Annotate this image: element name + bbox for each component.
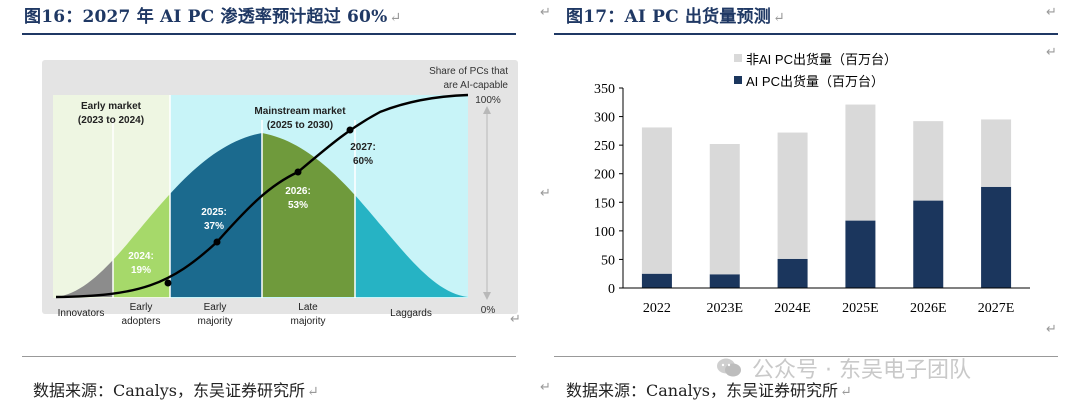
early-majority-label-1: Early	[204, 302, 227, 313]
point-2026	[294, 168, 302, 176]
legend-label: AI PC出货量（百万台）	[746, 74, 884, 89]
left-top-rule	[22, 33, 516, 35]
watermark-text: 公众号 · 东吴电子团队	[752, 358, 971, 383]
bar-non-ai-pc	[981, 119, 1012, 187]
y-tick-label: 0	[608, 282, 615, 297]
ai-pc-shipments-chart: 非AI PC出货量（百万台） AI PC出货量（百万台） 0 50 100 150 200…	[594, 52, 1030, 316]
mainstream-market-label: Mainstream market	[254, 106, 346, 117]
legend-swatch	[734, 54, 742, 62]
innovators-label: Innovators	[58, 308, 105, 319]
return-mark: ↵	[772, 10, 785, 26]
y-tick-label: 350	[594, 82, 615, 97]
legend-label: 非AI PC出货量（百万台）	[746, 52, 897, 67]
return-mark: ↵	[540, 186, 551, 201]
late-majority-label-1: Late	[298, 302, 318, 313]
watermark: 公众号 · 东吴电子团队	[716, 352, 971, 384]
point-2027-value-label: 60%	[353, 156, 373, 167]
y-tick-label: 50	[601, 253, 615, 268]
bar-ai-pc	[777, 258, 808, 288]
bar-ai-pc	[981, 186, 1012, 288]
y-tick-label: 250	[594, 139, 615, 154]
return-mark: ↵	[540, 5, 551, 20]
return-mark: ↵	[840, 384, 852, 400]
laggards-label: Laggards	[390, 308, 432, 319]
return-mark: ↵	[307, 384, 319, 400]
x-tick-label: 2025E	[842, 301, 879, 316]
y-tick-label: 150	[594, 196, 615, 211]
left-source-note: 数据来源：Canalys，东吴证券研究所 ↵	[33, 377, 319, 401]
bar-non-ai-pc	[777, 132, 808, 259]
bar-non-ai-pc	[709, 144, 740, 275]
right-source-text: 数据来源：Canalys，东吴证券研究所	[566, 381, 838, 400]
x-tick-label: 2023E	[706, 301, 743, 316]
x-tick-label: 2024E	[774, 301, 811, 316]
legend-swatch	[734, 76, 742, 84]
return-mark: ↵	[540, 380, 551, 395]
share-label-line1: Share of PCs that	[429, 66, 508, 77]
point-2025-value-label: 37%	[204, 221, 224, 232]
bar-series	[641, 104, 1012, 288]
right-figure-title: 图17：AI PC 出货量预测 ↵	[566, 2, 785, 27]
left-source-text: 数据来源：Canalys，东吴证券研究所	[33, 381, 305, 400]
bar-ai-pc	[913, 200, 944, 288]
right-top-rule	[554, 33, 1058, 35]
early-majority-label-2: majority	[197, 316, 232, 327]
x-tick-label: 2027E	[978, 301, 1015, 316]
return-mark: ↵	[510, 312, 521, 327]
y-tick-label: 300	[594, 111, 615, 126]
share-label-line2: are AI-capable	[444, 80, 509, 91]
late-majority-label-2: majority	[290, 316, 325, 327]
right-title-text: 图17：AI PC 出货量预测	[566, 7, 771, 27]
point-2027	[346, 126, 354, 134]
bar-non-ai-pc	[913, 121, 944, 201]
pct-0-label: 0%	[481, 305, 496, 316]
left-figure-title: 图16：2027 年 AI PC 渗透率预计超过 60% ↵	[24, 2, 401, 27]
early-adopters-label-2: adopters	[122, 316, 161, 327]
left-bottom-rule	[22, 356, 516, 357]
wechat-icon	[717, 358, 741, 377]
adoption-s-curve	[55, 93, 469, 299]
bar-ai-pc	[845, 220, 876, 288]
point-2024-year-label: 2024:	[128, 251, 154, 262]
x-tick-label: 2026E	[910, 301, 947, 316]
bar-ai-pc	[641, 273, 672, 288]
point-2027-year-label: 2027:	[350, 142, 376, 153]
y-axis: 0 50 100 150 200 250 300 350	[594, 82, 624, 297]
return-mark: ↵	[1046, 45, 1057, 60]
bar-non-ai-pc	[845, 104, 876, 221]
return-mark: ↵	[1046, 322, 1057, 337]
bar-non-ai-pc	[641, 127, 672, 274]
left-title-text: 图16：2027 年 AI PC 渗透率预计超过 60%	[24, 7, 388, 27]
right-source-note: 数据来源：Canalys，东吴证券研究所 ↵	[566, 377, 852, 401]
point-2024	[164, 279, 172, 287]
pct-100-label: 100%	[475, 95, 501, 106]
point-2026-value-label: 53%	[288, 200, 308, 211]
arrow-up-icon	[483, 106, 491, 114]
bar-ai-pc	[709, 274, 740, 288]
early-adopters-label-1: Early	[130, 302, 153, 313]
arrow-down-icon	[483, 292, 491, 300]
early-market-years: (2023 to 2024)	[78, 115, 144, 126]
y-tick-label: 200	[594, 168, 615, 183]
y-tick-label: 100	[594, 225, 615, 240]
left-adoption-figure: Share of PCs that are AI-capable 100% 0%…	[42, 60, 518, 327]
x-axis: 2022 2023E 2024E 2025E 2026E 2027E	[623, 287, 1030, 316]
return-mark: ↵	[1046, 5, 1057, 20]
chart-legend: 非AI PC出货量（百万台） AI PC出货量（百万台）	[734, 52, 897, 89]
point-2026-year-label: 2026:	[285, 186, 311, 197]
x-tick-label: 2022	[643, 301, 671, 316]
return-mark: ↵	[389, 10, 402, 26]
mainstream-market-years: (2025 to 2030)	[267, 120, 333, 131]
right-bottom-rule	[554, 356, 1058, 357]
point-2025-year-label: 2025:	[201, 207, 227, 218]
early-market-label: Early market	[81, 101, 142, 112]
point-2024-value-label: 19%	[131, 265, 151, 276]
point-2025	[213, 238, 221, 246]
